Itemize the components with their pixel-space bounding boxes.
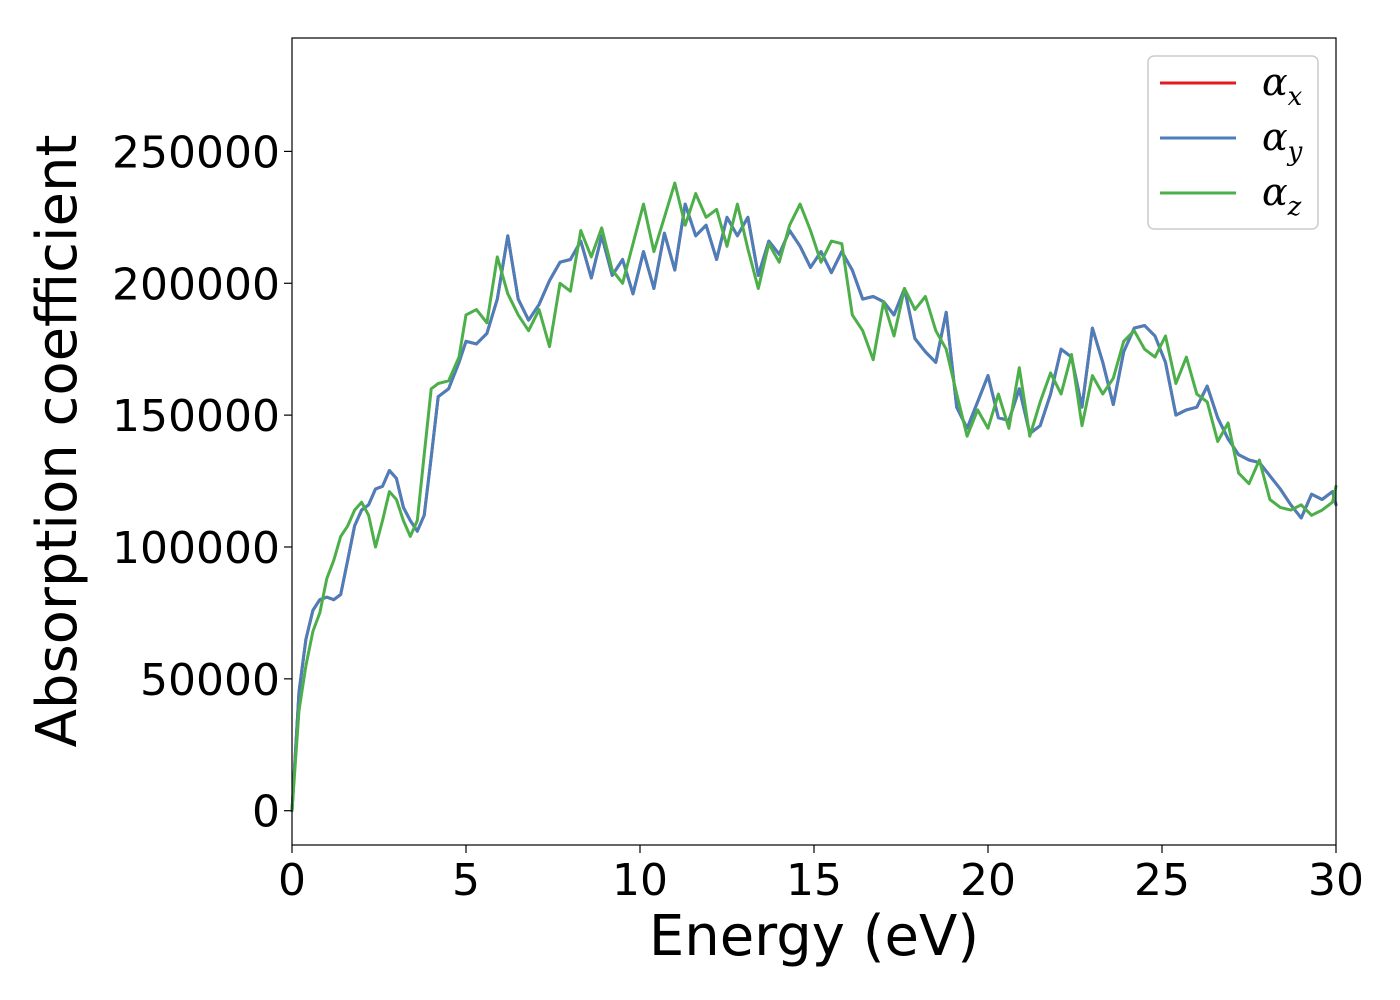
x-tick-label: 0 — [278, 855, 306, 906]
y-axis-title: Absorption coefficient — [25, 135, 90, 748]
x-tick-label: 25 — [1134, 855, 1190, 906]
x-tick-label: 20 — [960, 855, 1016, 906]
series-line-y — [290, 202, 1338, 813]
x-tick-label: 30 — [1308, 855, 1364, 906]
y-tick-label: 50000 — [140, 655, 280, 706]
x-axis: 0 5 10 15 20 25 30 — [278, 845, 1364, 906]
x-axis-title: Energy (eV) — [649, 904, 979, 969]
x-tick-label: 10 — [612, 855, 668, 906]
series-line-z — [290, 181, 1338, 813]
y-tick-label: 200000 — [112, 259, 280, 310]
x-tick-label: 5 — [452, 855, 480, 906]
y-tick-label: 100000 — [112, 523, 280, 574]
legend-box — [1147, 55, 1319, 230]
y-tick-label: 150000 — [112, 391, 280, 442]
y-axis: 0 50000 100000 150000 200000 250000 — [112, 127, 292, 838]
series-lines — [290, 181, 1338, 813]
y-tick-label: 250000 — [112, 127, 280, 178]
y-tick-label: 0 — [252, 787, 280, 838]
x-tick-label: 15 — [786, 855, 842, 906]
